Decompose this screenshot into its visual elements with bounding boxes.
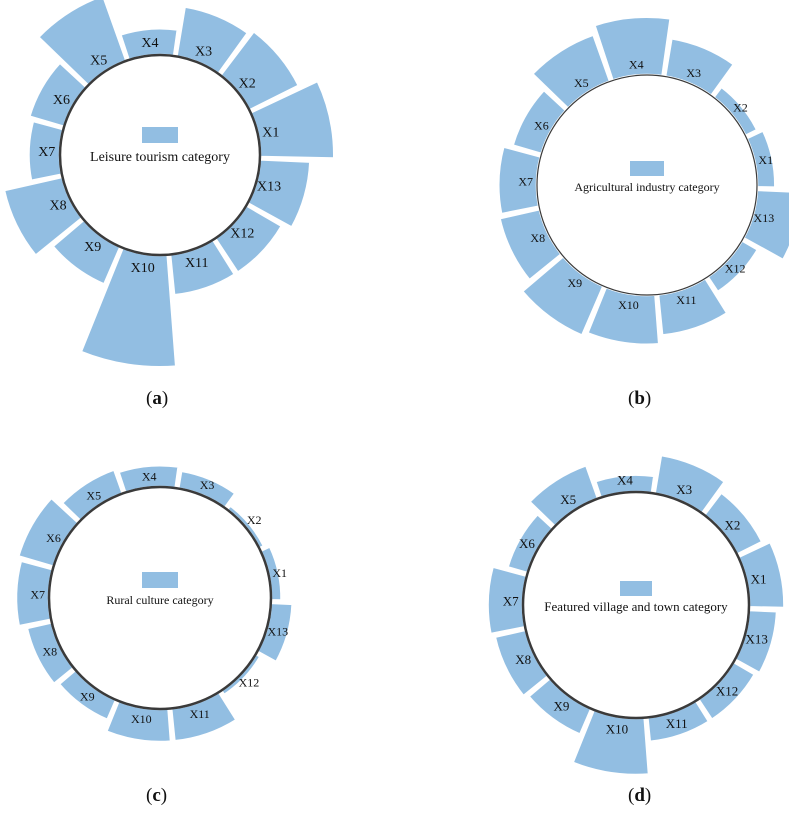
category-label-x3: X3 — [686, 66, 701, 80]
category-label-x5: X5 — [560, 492, 576, 507]
legend-swatch — [142, 572, 178, 588]
category-label-x1: X1 — [751, 571, 767, 586]
legend-swatch — [620, 581, 652, 596]
category-label-x1: X1 — [272, 566, 287, 580]
panel-label-c: (c) — [146, 785, 168, 806]
category-label-x13: X13 — [257, 180, 281, 195]
panel-label-d: (d) — [628, 785, 652, 806]
category-label-x1: X1 — [262, 125, 279, 140]
category-label-x3: X3 — [676, 482, 692, 497]
category-label-x12: X12 — [239, 675, 260, 689]
inner-circle — [47, 485, 273, 711]
legend-label: Agricultural industry category — [574, 180, 719, 194]
category-label-x4: X4 — [629, 57, 644, 71]
category-label-x10: X10 — [131, 712, 152, 726]
panel-b: X1 X2 X3 X4 X5 X6 X7 X8 X9 X10 X11 X12 X13 Agricultur… — [395, 0, 789, 400]
category-label-x10: X10 — [618, 298, 639, 312]
category-label-x10: X10 — [131, 261, 155, 276]
inner-circle — [536, 74, 758, 296]
inner-circle — [521, 490, 751, 720]
category-label-x8: X8 — [43, 645, 58, 659]
radial-chart-c: X1 X2 X3 X4 X5 X6 X7 X8 X9 X10 X11 X12 X13 Rural cult… — [14, 464, 294, 744]
category-label-x13: X13 — [268, 624, 289, 638]
category-label-x6: X6 — [53, 93, 70, 108]
category-label-x7: X7 — [30, 587, 45, 601]
category-label-x6: X6 — [46, 531, 61, 545]
category-label-x7: X7 — [38, 145, 55, 160]
legend-label: Leisure tourism category — [90, 150, 230, 165]
category-label-x6: X6 — [534, 118, 549, 132]
category-label-x11: X11 — [190, 707, 210, 721]
panel-d: X1 X2 X3 X4 X5 X6 X7 X8 X9 X10 X11 X12 X13 Featured v… — [395, 430, 789, 814]
category-label-x12: X12 — [230, 227, 254, 242]
category-label-x7: X7 — [518, 174, 533, 188]
category-label-x9: X9 — [568, 276, 583, 290]
category-label-x1: X1 — [758, 153, 773, 167]
category-label-x12: X12 — [716, 684, 738, 699]
legend-swatch — [630, 161, 664, 176]
category-label-x2: X2 — [733, 101, 748, 115]
category-label-x8: X8 — [515, 652, 531, 667]
category-label-x12: X12 — [725, 262, 746, 276]
category-label-x11: X11 — [676, 293, 696, 307]
category-label-x4: X4 — [142, 469, 157, 483]
category-label-x5: X5 — [574, 76, 589, 90]
category-label-x2: X2 — [725, 517, 741, 532]
category-label-x8: X8 — [530, 231, 545, 245]
legend-label: Featured village and town category — [544, 599, 728, 614]
legend-label: Rural culture category — [106, 593, 213, 607]
panel-c: X1 X2 X3 X4 X5 X6 X7 X8 X9 X10 X11 X12 X13 Rural cult… — [0, 430, 395, 814]
radial-chart-d: X1 X2 X3 X4 X5 X6 X7 X8 X9 X10 X11 X12 X13 Featured v… — [486, 453, 786, 777]
category-label-x5: X5 — [86, 488, 101, 502]
panel-a: X1 X2 X3 X4 X5 X6 X7 X8 X9 X10 X11 X12 X13 Leisure to… — [0, 0, 395, 400]
category-label-x6: X6 — [519, 536, 535, 551]
category-label-x2: X2 — [247, 513, 262, 527]
inner-circle — [58, 53, 262, 257]
category-label-x3: X3 — [200, 478, 215, 492]
category-label-x9: X9 — [554, 698, 570, 713]
category-label-x5: X5 — [90, 54, 107, 69]
category-label-x10: X10 — [606, 721, 628, 736]
legend-swatch — [142, 127, 178, 143]
category-label-x4: X4 — [141, 36, 158, 51]
category-label-x7: X7 — [503, 594, 519, 609]
category-label-x3: X3 — [195, 44, 212, 59]
category-label-x11: X11 — [185, 256, 209, 271]
panel-label-b: (b) — [628, 388, 652, 409]
category-label-x9: X9 — [84, 240, 101, 255]
radial-chart-a: X1 X2 X3 X4 X5 X6 X7 X8 X9 X10 X11 X12 X13 Leisure to… — [2, 0, 336, 369]
panel-label-a: (a) — [146, 388, 169, 409]
category-label-x2: X2 — [239, 77, 256, 92]
category-label-x9: X9 — [80, 690, 95, 704]
category-label-x8: X8 — [49, 198, 66, 213]
category-label-x13: X13 — [745, 631, 767, 646]
category-label-x13: X13 — [754, 211, 775, 225]
category-label-x4: X4 — [617, 473, 633, 488]
category-label-x11: X11 — [666, 716, 688, 731]
radial-chart-b: X1 X2 X3 X4 X5 X6 X7 X8 X9 X10 X11 X12 X13 Agricultur… — [497, 15, 789, 346]
